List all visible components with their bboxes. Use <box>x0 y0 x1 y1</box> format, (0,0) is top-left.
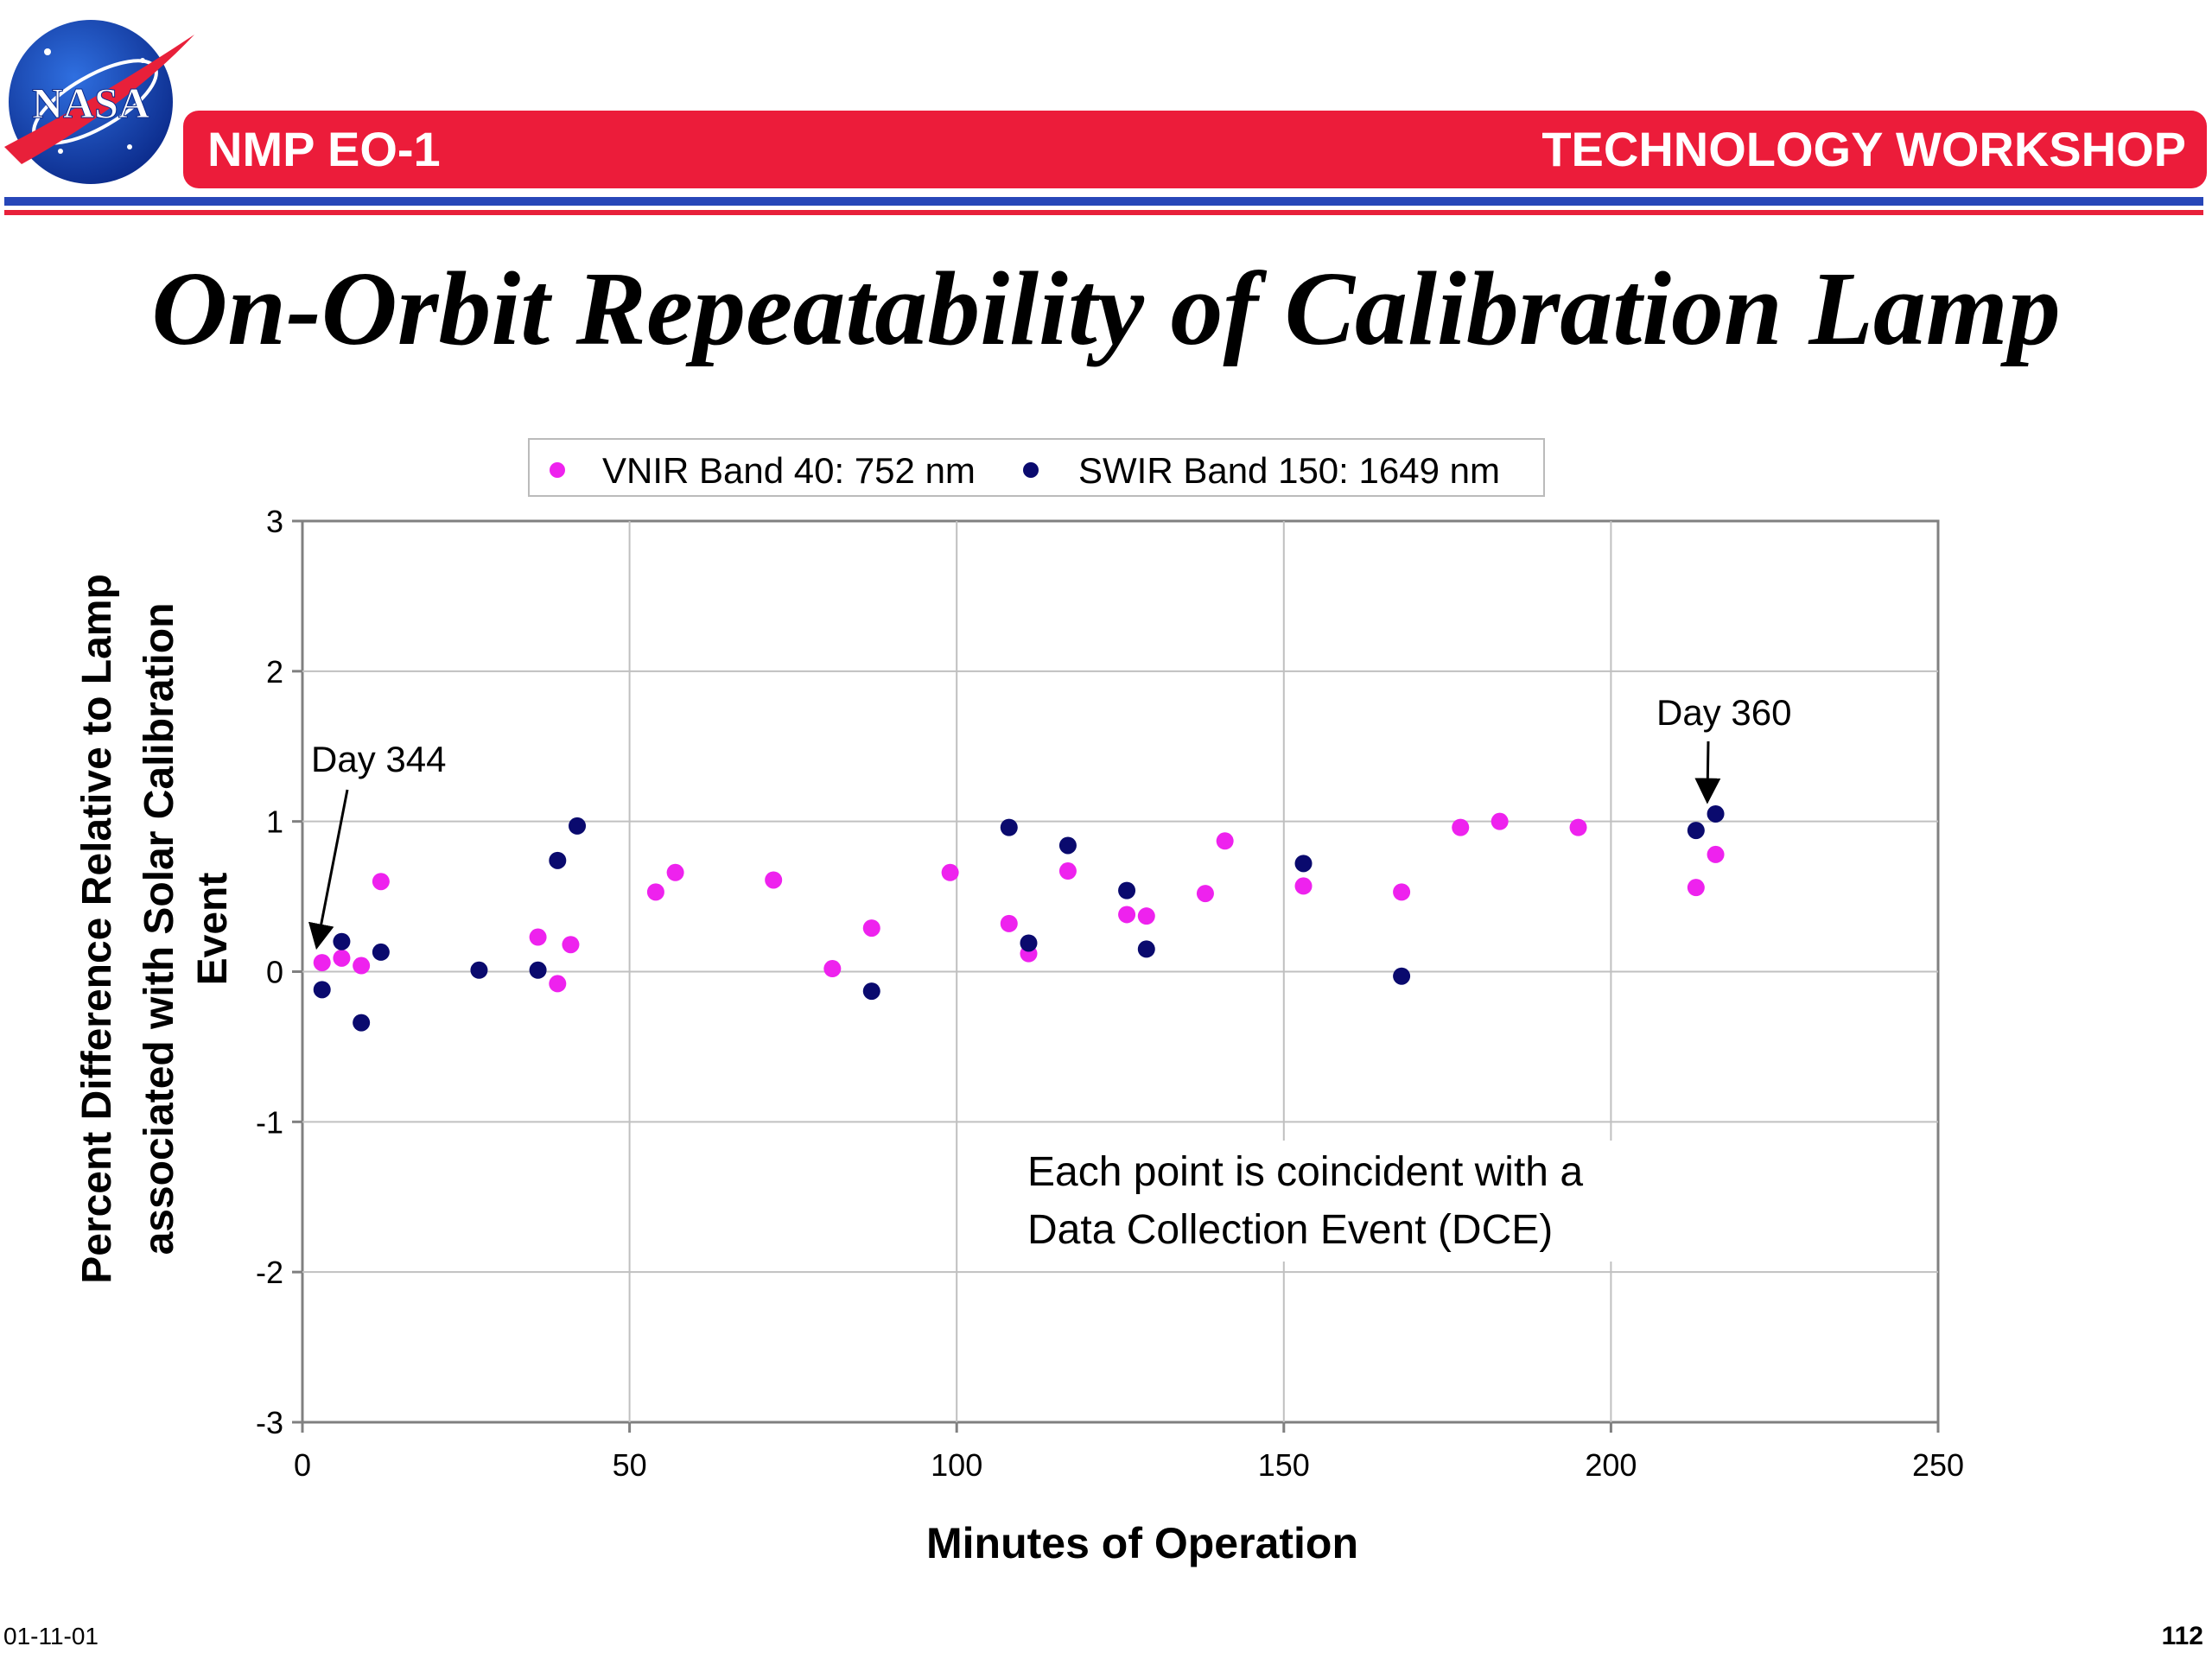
swir-data-point <box>1294 855 1313 873</box>
y-tick-label: 2 <box>266 654 283 690</box>
vnir-data-point <box>549 975 567 993</box>
x-tick-label: 0 <box>294 1447 311 1483</box>
legend-label-vnir: VNIR Band 40: 752 nm <box>602 450 976 491</box>
swir-data-point <box>1058 836 1077 855</box>
header-rule-red <box>4 210 2203 215</box>
vnir-data-point <box>1118 906 1136 924</box>
y-tick-label: -3 <box>256 1405 283 1440</box>
x-tick-labels: 0 50 100 150 200 250 <box>294 1422 1964 1483</box>
vnir-data-point <box>1491 812 1509 830</box>
legend-label-swir: SWIR Band 150: 1649 nm <box>1078 450 1500 491</box>
chart-note-line-2: Data Collection Event (DCE) <box>1027 1207 1553 1253</box>
y-tick-label: 1 <box>266 804 283 840</box>
x-tick-label: 100 <box>931 1447 982 1483</box>
y-axis-label-line-3: Event <box>190 873 236 986</box>
footer-page-number: 112 <box>2162 1622 2203 1650</box>
annotation-day-360: Day 360 <box>1656 692 1791 804</box>
annotation-day-360-label: Day 360 <box>1656 692 1791 733</box>
vnir-data-point <box>1707 845 1725 863</box>
y-tick-label: -2 <box>256 1255 283 1290</box>
chart-legend: VNIR Band 40: 752 nm SWIR Band 150: 1649… <box>528 438 1545 497</box>
swir-data-point <box>862 982 880 1001</box>
vnir-data-point <box>823 960 842 978</box>
footer-date: 01-11-01 <box>3 1623 99 1649</box>
vnir-data-point <box>1196 885 1214 903</box>
swir-data-point <box>470 961 488 979</box>
swir-data-point <box>1118 881 1136 899</box>
y-tick-labels: 3 2 1 0 -1 -2 -3 <box>256 504 302 1440</box>
nasa-logo-text: NASA <box>32 79 149 127</box>
vnir-data-point <box>372 873 390 891</box>
y-axis-label-line-2: associated with Solar Calibration <box>137 603 182 1255</box>
annotation-day-344-arrow <box>308 789 349 950</box>
x-tick-label: 250 <box>1912 1447 1964 1483</box>
chart-note-background <box>1020 1141 1659 1262</box>
swir-data-point <box>569 817 587 835</box>
vnir-data-point <box>1137 907 1155 925</box>
vnir-data-point <box>941 863 959 881</box>
data-points <box>313 804 1725 1032</box>
vnir-data-point <box>313 954 331 972</box>
header-bar <box>183 111 2207 188</box>
vnir-data-point <box>1294 877 1313 895</box>
vnir-data-point <box>666 863 684 881</box>
y-axis-label-line-1: Percent Difference Relative to Lamp <box>74 574 120 1284</box>
swir-data-point <box>1687 822 1705 840</box>
vnir-data-point <box>862 919 880 938</box>
x-tick-label: 50 <box>613 1447 647 1483</box>
swir-data-point <box>1137 940 1155 958</box>
swir-data-point <box>333 932 351 950</box>
grid-lines <box>302 521 1938 1422</box>
vnir-data-point <box>1569 818 1587 836</box>
swir-data-point <box>529 961 547 979</box>
vnir-data-point <box>529 928 547 946</box>
swir-data-point <box>1020 934 1038 952</box>
header-rule-blue <box>4 197 2203 206</box>
vnir-data-point <box>333 949 351 967</box>
swir-data-point <box>1393 967 1411 985</box>
vnir-data-point <box>1687 879 1705 897</box>
swir-data-point <box>1707 804 1725 823</box>
y-tick-label: 3 <box>266 504 283 539</box>
nasa-logo: NASA <box>4 20 194 184</box>
y-tick-label: 0 <box>266 955 283 990</box>
annotation-day-344-label: Day 344 <box>311 739 446 779</box>
header-left-label: NMP EO-1 <box>207 122 441 176</box>
annotation-day-360-arrow <box>1694 741 1721 804</box>
swir-data-point <box>313 981 331 999</box>
plot-area: 3 2 1 0 -1 -2 -3 0 50 100 150 200 250 <box>256 504 1964 1483</box>
vnir-data-point <box>1058 862 1077 880</box>
vnir-data-point <box>1452 818 1470 836</box>
x-tick-label: 200 <box>1585 1447 1637 1483</box>
x-axis-label: Minutes of Operation <box>926 1519 1358 1567</box>
legend-marker-swir <box>1023 462 1039 478</box>
swir-data-point <box>549 851 567 869</box>
chart-note-line-1: Each point is coincident with a <box>1027 1149 1583 1195</box>
vnir-data-point <box>646 883 664 901</box>
annotation-day-344: Day 344 <box>308 739 446 950</box>
chart-note: Each point is coincident with a Data Col… <box>1020 1141 1659 1262</box>
swir-data-point <box>372 943 390 961</box>
swir-data-point <box>1000 818 1018 836</box>
x-tick-label: 150 <box>1258 1447 1310 1483</box>
y-tick-label: -1 <box>256 1104 283 1140</box>
vnir-data-point <box>1000 914 1018 932</box>
vnir-data-point <box>1393 883 1411 901</box>
swir-data-point <box>353 1014 371 1032</box>
header-right-label: TECHNOLOGY WORKSHOP <box>1541 122 2186 176</box>
legend-marker-vnir <box>550 462 565 478</box>
slide-title: On-Orbit Repeatability of Calibration La… <box>151 251 2061 367</box>
vnir-data-point <box>765 871 783 889</box>
vnir-data-point <box>562 936 580 954</box>
vnir-data-point <box>1216 832 1234 850</box>
vnir-data-point <box>353 957 371 975</box>
y-axis-label: Percent Difference Relative to Lamp asso… <box>74 574 236 1284</box>
